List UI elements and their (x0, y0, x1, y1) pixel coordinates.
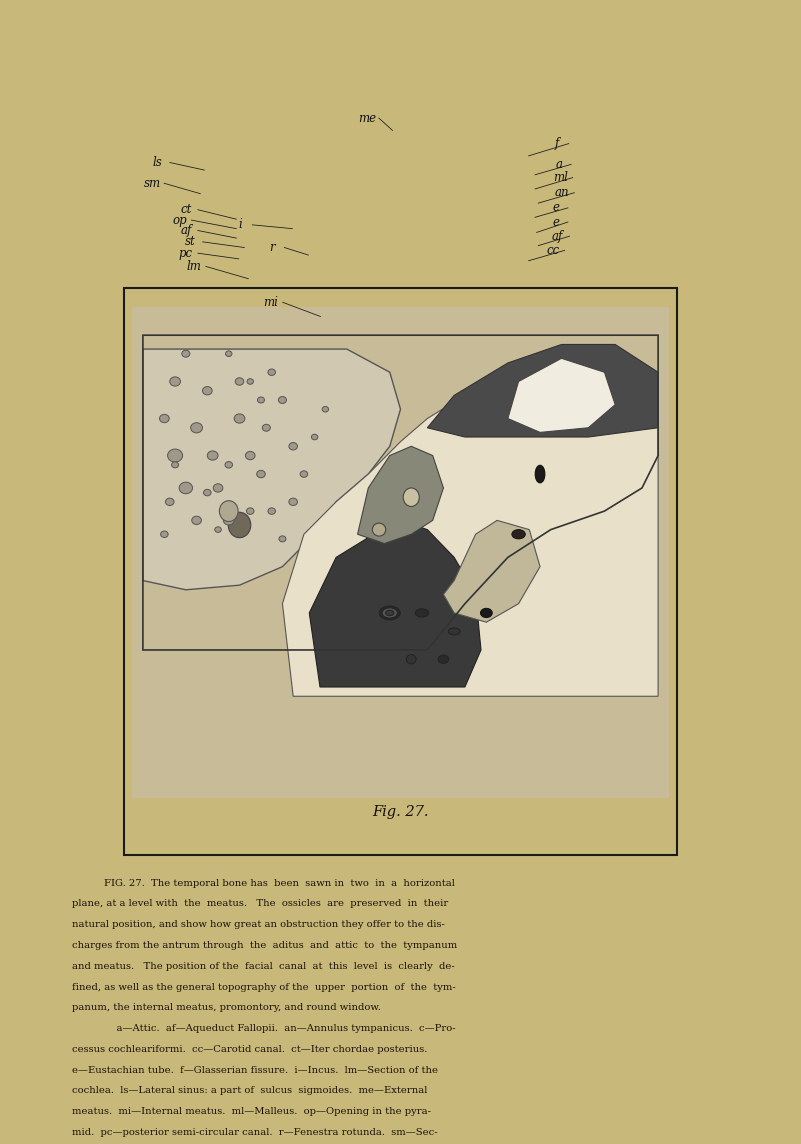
Ellipse shape (247, 508, 254, 515)
Text: af: af (180, 224, 191, 237)
Text: a—Attic.  af—Aqueduct Fallopii.  an—Annulus tympanicus.  c—Pro-: a—Attic. af—Aqueduct Fallopii. an—Annulu… (104, 1024, 456, 1033)
Ellipse shape (403, 488, 419, 507)
Ellipse shape (380, 606, 400, 620)
Ellipse shape (225, 461, 232, 468)
Text: lm: lm (187, 260, 201, 273)
Polygon shape (309, 521, 481, 688)
Text: e: e (553, 215, 559, 229)
Ellipse shape (481, 609, 493, 618)
Ellipse shape (159, 414, 169, 422)
Text: ls: ls (153, 156, 163, 169)
Ellipse shape (203, 490, 211, 495)
Ellipse shape (279, 397, 287, 404)
Ellipse shape (289, 498, 297, 506)
Ellipse shape (438, 656, 449, 664)
Polygon shape (508, 358, 615, 432)
Ellipse shape (179, 482, 192, 494)
Text: natural position, and show how great an obstruction they offer to the dis-: natural position, and show how great an … (72, 920, 445, 929)
Ellipse shape (228, 513, 251, 538)
Ellipse shape (312, 435, 318, 439)
Ellipse shape (385, 610, 394, 615)
Text: ct: ct (180, 204, 191, 216)
Ellipse shape (170, 376, 180, 387)
Ellipse shape (406, 654, 416, 664)
Ellipse shape (161, 531, 168, 538)
Text: Fig. 27.: Fig. 27. (372, 805, 429, 819)
Polygon shape (143, 349, 400, 590)
Text: e: e (553, 201, 559, 214)
Ellipse shape (256, 470, 265, 478)
Text: f: f (554, 137, 559, 150)
Ellipse shape (182, 350, 190, 357)
Ellipse shape (235, 378, 244, 386)
Ellipse shape (215, 527, 221, 532)
Text: st: st (185, 236, 196, 248)
Text: FIG. 27.  The temporal bone has  been  sawn in  two  in  a  horizontal: FIG. 27. The temporal bone has been sawn… (104, 879, 455, 888)
Ellipse shape (245, 452, 255, 460)
Ellipse shape (289, 443, 297, 450)
Ellipse shape (171, 462, 179, 468)
Text: cochlea.  ls—Lateral sinus: a part of  sulcus  sigmoides.  me—External: cochlea. ls—Lateral sinus: a part of sul… (72, 1087, 428, 1096)
Polygon shape (283, 381, 658, 697)
Ellipse shape (268, 508, 276, 515)
Text: i: i (239, 219, 242, 231)
Ellipse shape (257, 397, 264, 403)
Ellipse shape (166, 498, 174, 506)
Ellipse shape (300, 471, 308, 477)
Text: e—Eustachian tube.  f—Glasserian fissure.  i—Incus.  lm—Section of the: e—Eustachian tube. f—Glasserian fissure.… (72, 1066, 438, 1074)
Ellipse shape (247, 379, 253, 384)
Ellipse shape (268, 370, 276, 375)
Text: me: me (358, 112, 376, 125)
Text: cessus cochleariformi.  cc—Carotid canal.  ct—Iter chordae posterius.: cessus cochleariformi. cc—Carotid canal.… (72, 1044, 428, 1054)
Ellipse shape (203, 387, 212, 395)
Text: pc: pc (179, 247, 193, 260)
Ellipse shape (535, 466, 545, 483)
Text: cc: cc (546, 244, 559, 257)
Text: panum, the internal meatus, promontory, and round window.: panum, the internal meatus, promontory, … (72, 1003, 381, 1012)
Ellipse shape (226, 351, 232, 357)
Text: a: a (556, 158, 562, 170)
Text: sm: sm (143, 177, 161, 190)
Ellipse shape (191, 422, 203, 432)
Ellipse shape (449, 628, 460, 635)
Ellipse shape (167, 450, 183, 462)
Ellipse shape (382, 607, 397, 618)
Ellipse shape (512, 530, 525, 539)
Text: mid.  pc—posterior semi-circular canal.  r—Fenestra rotunda.  sm—Sec-: mid. pc—posterior semi-circular canal. r… (72, 1128, 437, 1137)
Ellipse shape (213, 484, 223, 492)
Text: an: an (555, 186, 570, 199)
Ellipse shape (191, 516, 201, 524)
Ellipse shape (223, 516, 234, 525)
Ellipse shape (415, 609, 429, 617)
Bar (132, 307, 669, 799)
Text: charges from the antrum through  the  aditus  and  attic  to  the  tympanum: charges from the antrum through the adit… (72, 942, 457, 950)
Ellipse shape (322, 406, 328, 412)
Text: mi: mi (264, 296, 278, 309)
Text: op: op (172, 214, 187, 227)
Polygon shape (357, 446, 444, 543)
Text: meatus.  mi—Internal meatus.  ml—Malleus.  op—Opening in the pyra-: meatus. mi—Internal meatus. ml—Malleus. … (72, 1107, 431, 1117)
Ellipse shape (372, 523, 386, 537)
Text: r: r (269, 241, 276, 254)
Text: and meatus.   The position of the  facial  canal  at  this  level  is  clearly  : and meatus. The position of the facial c… (72, 962, 455, 971)
Text: ml: ml (553, 172, 568, 184)
Ellipse shape (279, 535, 286, 542)
Polygon shape (428, 344, 658, 437)
Bar (124, 288, 677, 855)
Ellipse shape (207, 451, 218, 460)
Ellipse shape (262, 424, 271, 431)
Ellipse shape (234, 414, 245, 423)
Polygon shape (444, 521, 540, 622)
Text: plane, at a level with  the  meatus.   The  ossicles  are  preserved  in  their: plane, at a level with the meatus. The o… (72, 899, 449, 908)
Ellipse shape (219, 501, 238, 522)
Text: fined, as well as the general topography of the  upper  portion  of  the  tym-: fined, as well as the general topography… (72, 983, 456, 992)
Text: af: af (552, 230, 563, 243)
